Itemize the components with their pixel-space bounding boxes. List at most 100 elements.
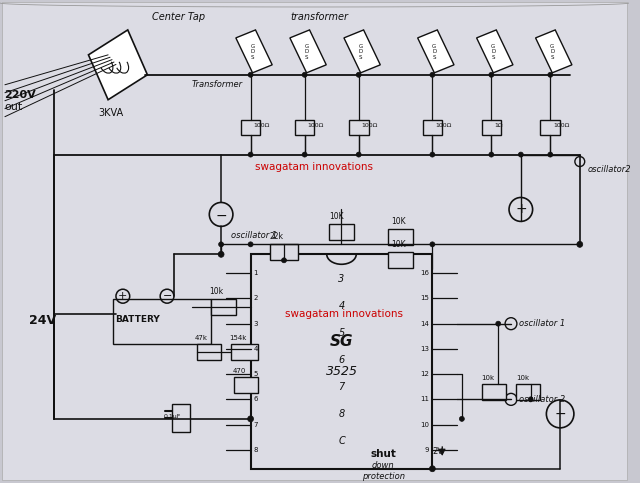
Text: C: C	[338, 436, 345, 446]
Text: 5: 5	[253, 371, 258, 377]
Polygon shape	[290, 30, 326, 73]
Circle shape	[356, 152, 361, 157]
Circle shape	[518, 152, 524, 157]
Text: 220V: 220V	[4, 90, 36, 100]
Circle shape	[496, 321, 500, 326]
Text: 4: 4	[253, 346, 258, 352]
Bar	[388, 252, 413, 268]
Bar	[231, 344, 259, 360]
Text: 154k: 154k	[229, 335, 246, 341]
Text: 10: 10	[420, 422, 429, 427]
Text: 0.1µF: 0.1µF	[163, 414, 180, 419]
Circle shape	[548, 72, 553, 77]
Text: shut: shut	[371, 449, 396, 459]
Text: G
D
S: G D S	[550, 43, 554, 60]
Text: 100Ω: 100Ω	[362, 123, 378, 128]
Text: 100Ω: 100Ω	[553, 123, 570, 128]
Bar	[211, 299, 236, 315]
Text: 4: 4	[339, 301, 344, 311]
Text: 11: 11	[420, 397, 429, 402]
Text: SG: SG	[330, 334, 353, 349]
Bar	[481, 120, 501, 135]
Text: 3: 3	[253, 321, 258, 327]
Text: 10k: 10k	[516, 375, 529, 381]
Circle shape	[548, 152, 553, 157]
Text: 6: 6	[253, 397, 258, 402]
Text: 1Ω: 1Ω	[494, 123, 503, 128]
Circle shape	[430, 72, 435, 77]
Bar	[481, 384, 506, 400]
Circle shape	[218, 251, 224, 257]
Circle shape	[528, 397, 533, 402]
Text: 3525: 3525	[326, 365, 358, 378]
Text: G
D
S: G D S	[358, 43, 363, 60]
Bar	[196, 344, 221, 360]
Text: 47k: 47k	[195, 335, 207, 341]
Text: 2V: 2V	[433, 447, 444, 456]
Bar	[388, 229, 413, 245]
Text: Transformer: Transformer	[191, 80, 243, 89]
Text: swagatam innovations: swagatam innovations	[255, 162, 374, 171]
Text: 13: 13	[420, 346, 429, 352]
Text: 5: 5	[339, 328, 344, 338]
Bar	[113, 299, 211, 344]
Text: 16: 16	[420, 270, 429, 276]
Text: BATTERY: BATTERY	[115, 314, 160, 324]
Polygon shape	[88, 30, 147, 99]
Text: 470: 470	[233, 368, 246, 374]
Text: down: down	[372, 461, 395, 470]
Text: 9: 9	[425, 447, 429, 453]
Circle shape	[248, 416, 253, 422]
Text: 1: 1	[253, 270, 258, 276]
Text: 24V: 24V	[29, 314, 56, 327]
Text: 100Ω: 100Ω	[253, 123, 270, 128]
Text: 100Ω: 100Ω	[435, 123, 452, 128]
Circle shape	[489, 152, 494, 157]
Circle shape	[248, 242, 253, 247]
Bar	[241, 120, 260, 135]
Text: 6: 6	[339, 355, 344, 365]
Text: 10K: 10K	[329, 213, 344, 221]
Text: +: +	[118, 291, 127, 301]
Circle shape	[430, 242, 435, 247]
Text: 100Ω: 100Ω	[308, 123, 324, 128]
Circle shape	[248, 72, 253, 77]
Text: 10k: 10k	[209, 287, 223, 296]
Text: protection: protection	[362, 472, 404, 481]
Bar	[541, 120, 560, 135]
Text: −: −	[554, 407, 566, 421]
Text: 8: 8	[339, 409, 344, 419]
Text: swagatam innovations: swagatam innovations	[285, 309, 403, 319]
Text: Center Tap: Center Tap	[152, 12, 205, 22]
Text: 12: 12	[420, 371, 429, 377]
Bar	[422, 120, 442, 135]
Text: 3: 3	[339, 274, 344, 284]
Text: oscillator 1: oscillator 1	[231, 231, 277, 241]
Text: transformer: transformer	[290, 12, 348, 22]
Polygon shape	[536, 30, 572, 73]
Circle shape	[302, 72, 307, 77]
Circle shape	[302, 152, 307, 157]
Circle shape	[282, 258, 287, 263]
Bar	[234, 377, 259, 393]
Polygon shape	[418, 30, 454, 73]
Bar	[270, 244, 298, 260]
Polygon shape	[236, 30, 272, 73]
Text: 7: 7	[339, 382, 344, 392]
Text: −: −	[163, 291, 172, 301]
Text: 10K: 10K	[391, 217, 406, 227]
Text: oscillator 1: oscillator 1	[519, 319, 565, 328]
Circle shape	[430, 152, 435, 157]
Circle shape	[356, 72, 361, 77]
Bar	[251, 255, 433, 469]
Text: 2: 2	[253, 296, 258, 301]
Bar	[295, 120, 314, 135]
Text: −: −	[215, 209, 227, 222]
Text: 10k: 10k	[481, 375, 495, 381]
Text: oscillator 2: oscillator 2	[519, 395, 565, 404]
Text: +: +	[515, 202, 527, 216]
Text: 15: 15	[420, 296, 429, 301]
Text: G
D
S: G D S	[250, 43, 255, 60]
Bar	[172, 404, 189, 432]
Circle shape	[489, 72, 494, 77]
